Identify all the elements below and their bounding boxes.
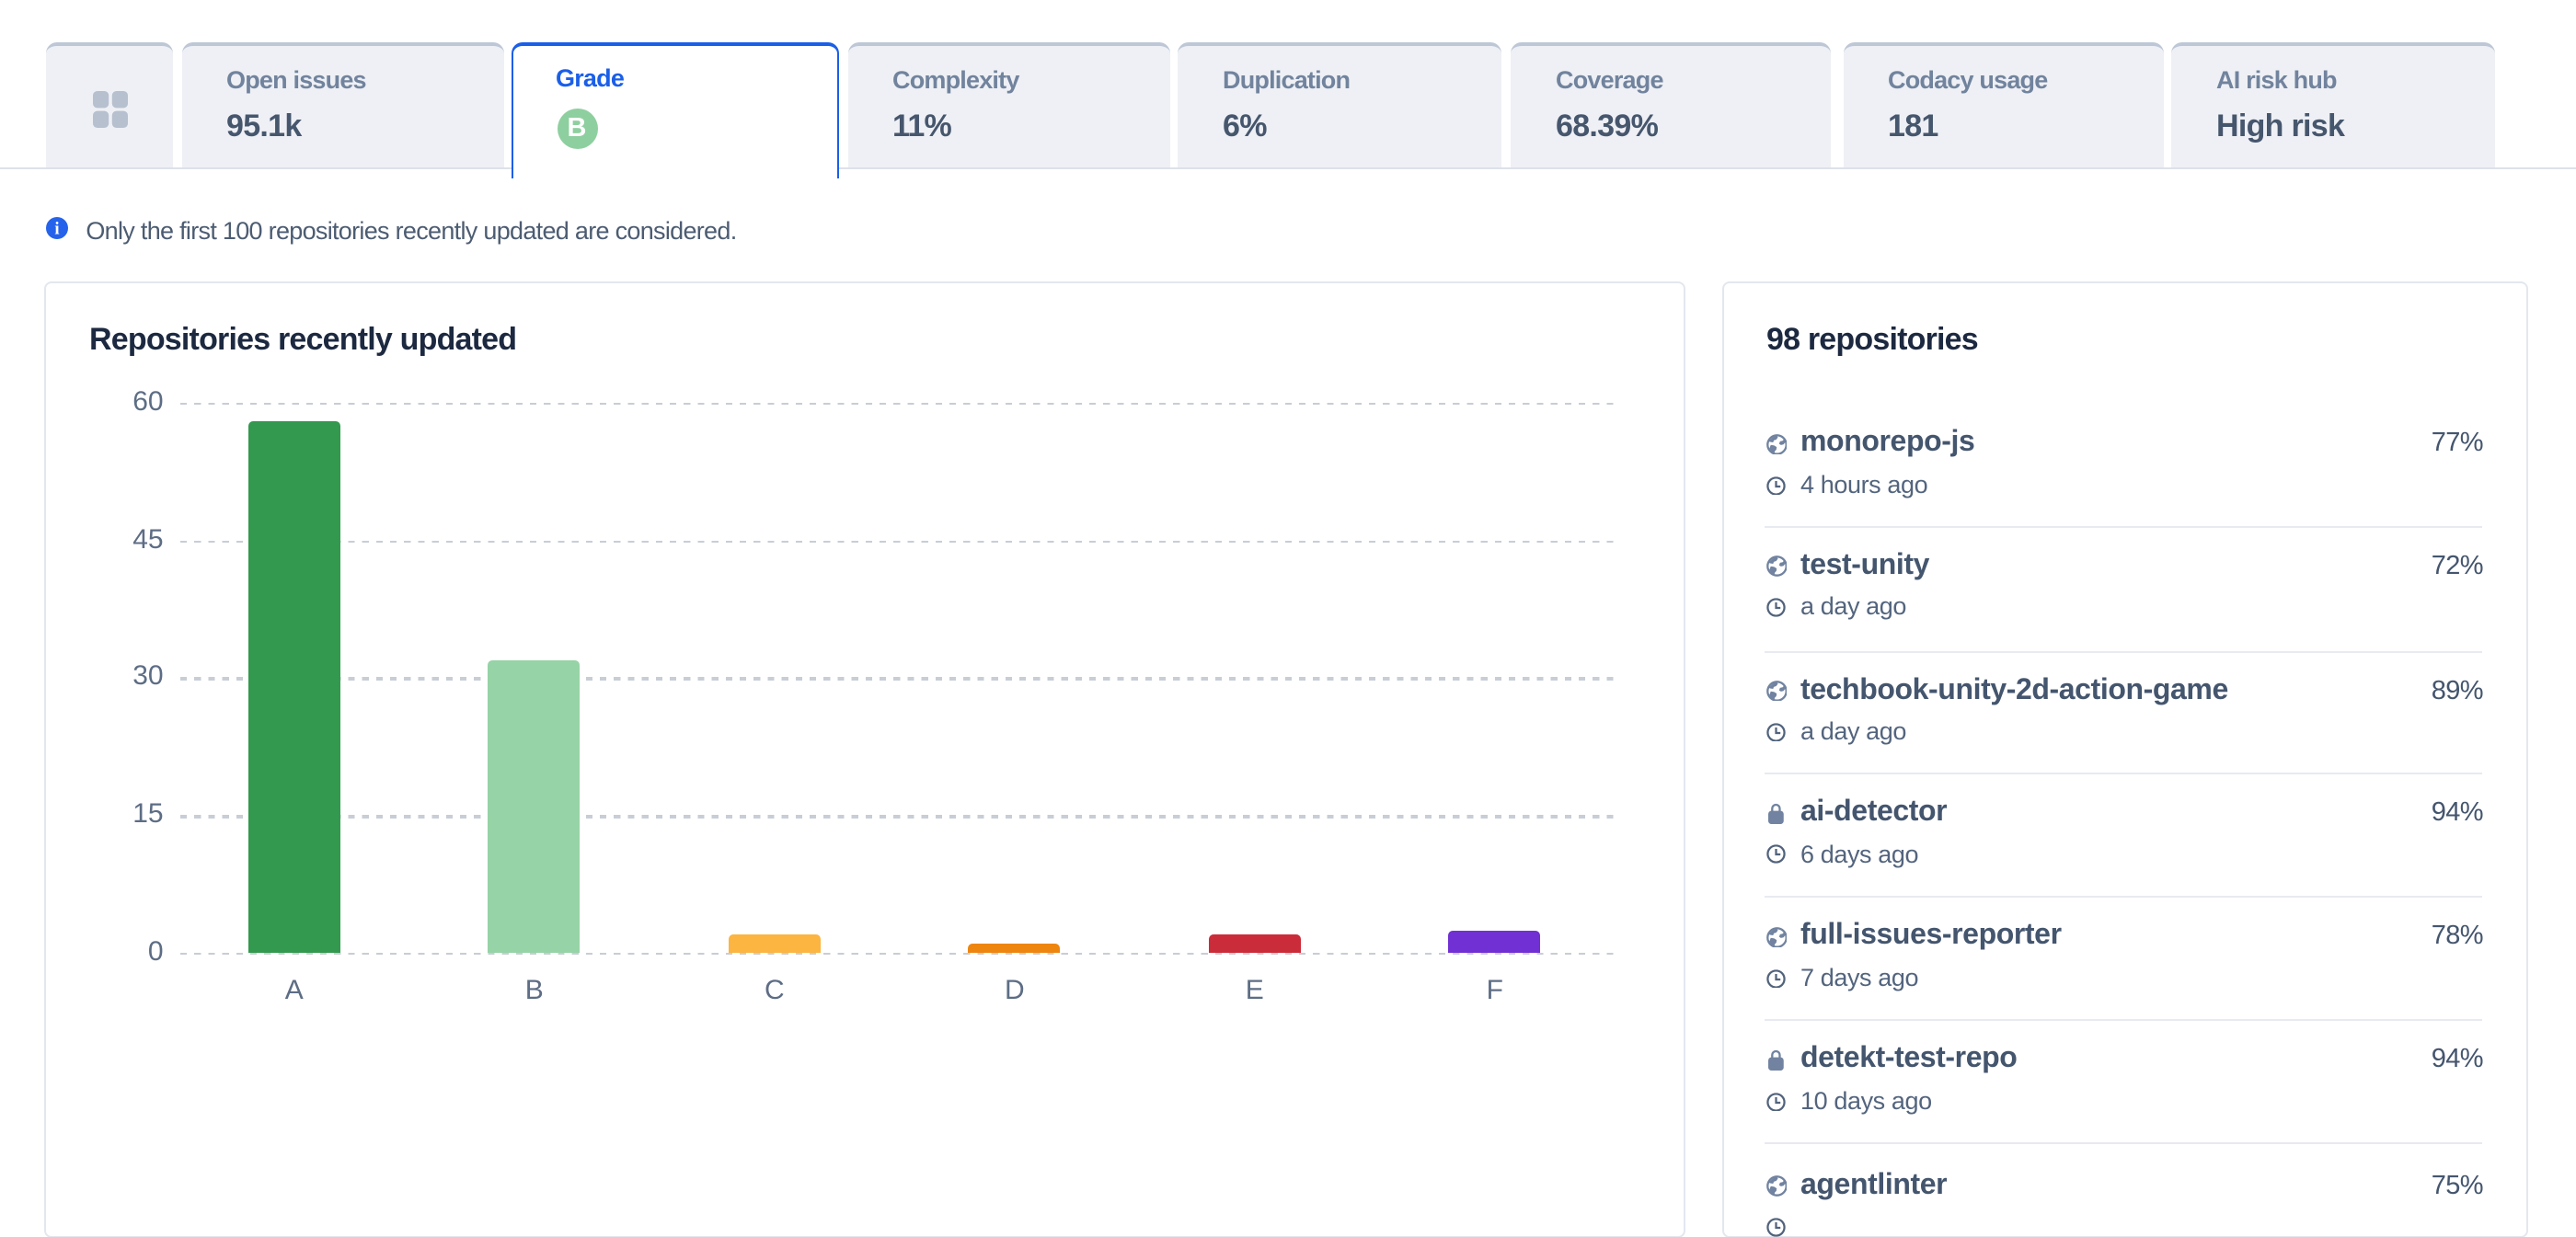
svg-text:i: i [55, 220, 60, 239]
